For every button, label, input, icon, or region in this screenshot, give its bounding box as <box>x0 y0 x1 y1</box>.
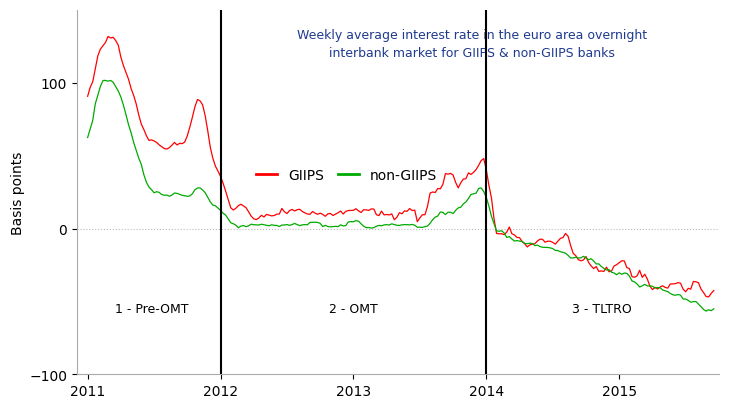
Text: 3 - TLTRO: 3 - TLTRO <box>572 302 632 315</box>
Legend: GIIPS, non-GIIPS: GIIPS, non-GIIPS <box>251 163 443 188</box>
Text: 1 - Pre-OMT: 1 - Pre-OMT <box>115 302 188 315</box>
Text: 2 - OMT: 2 - OMT <box>329 302 378 315</box>
Y-axis label: Basis points: Basis points <box>11 151 25 234</box>
Text: Weekly average interest rate in the euro area overnight
interbank market for GII: Weekly average interest rate in the euro… <box>296 29 647 60</box>
